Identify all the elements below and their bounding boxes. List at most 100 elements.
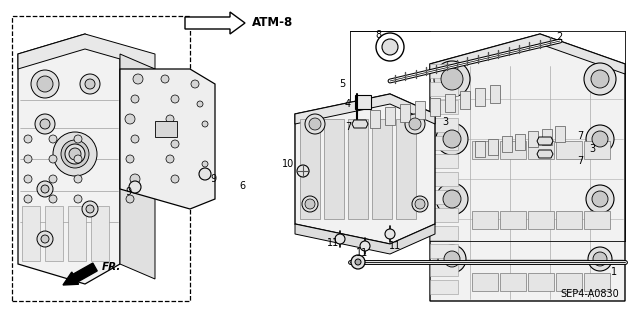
Text: 6: 6 <box>239 181 245 191</box>
Bar <box>500 141 526 159</box>
Bar <box>445 94 455 112</box>
Text: 10: 10 <box>282 159 294 169</box>
Bar <box>430 82 458 96</box>
Bar <box>91 206 109 261</box>
Text: 5: 5 <box>339 79 345 89</box>
Circle shape <box>171 175 179 183</box>
Polygon shape <box>18 34 120 284</box>
Polygon shape <box>120 54 155 279</box>
Bar <box>430 226 458 240</box>
Circle shape <box>351 255 365 269</box>
Circle shape <box>131 95 139 103</box>
Bar <box>528 273 554 291</box>
Bar <box>472 211 498 229</box>
Circle shape <box>586 125 614 153</box>
Circle shape <box>166 155 174 163</box>
Circle shape <box>171 95 179 103</box>
Circle shape <box>53 132 97 176</box>
Bar <box>430 136 458 150</box>
Circle shape <box>31 70 59 98</box>
Circle shape <box>593 252 607 266</box>
Circle shape <box>24 175 32 183</box>
Text: FR.: FR. <box>102 262 122 272</box>
Bar <box>515 133 525 150</box>
Bar <box>529 131 538 147</box>
Bar <box>528 211 554 229</box>
Circle shape <box>202 161 208 167</box>
Circle shape <box>591 70 609 88</box>
Bar <box>472 273 498 291</box>
Circle shape <box>171 140 179 148</box>
Circle shape <box>385 229 395 239</box>
Circle shape <box>436 183 468 215</box>
Polygon shape <box>352 120 368 128</box>
Bar <box>475 88 485 106</box>
Text: 8: 8 <box>375 30 381 40</box>
Bar <box>430 64 458 78</box>
Circle shape <box>65 144 85 164</box>
Bar <box>430 98 440 115</box>
Polygon shape <box>295 224 435 254</box>
Circle shape <box>592 191 608 207</box>
Text: 9: 9 <box>125 187 131 197</box>
Polygon shape <box>18 34 155 69</box>
Text: 11: 11 <box>356 248 368 258</box>
Bar <box>430 118 458 132</box>
Text: 7: 7 <box>345 122 351 132</box>
Circle shape <box>438 245 466 273</box>
Circle shape <box>409 118 421 130</box>
Circle shape <box>584 63 616 95</box>
Bar <box>430 208 458 222</box>
Bar <box>584 141 610 159</box>
Circle shape <box>412 196 428 212</box>
Bar <box>396 119 416 219</box>
Bar <box>460 91 470 109</box>
Bar <box>355 95 371 109</box>
Text: 1: 1 <box>611 267 617 277</box>
Bar <box>490 85 500 103</box>
Circle shape <box>82 201 98 217</box>
Circle shape <box>309 118 321 130</box>
Circle shape <box>125 114 135 124</box>
Bar <box>300 119 320 219</box>
Bar <box>385 107 395 125</box>
Circle shape <box>85 79 95 89</box>
Circle shape <box>166 115 174 123</box>
Polygon shape <box>430 34 625 301</box>
Circle shape <box>74 155 82 163</box>
Text: 7: 7 <box>577 131 583 141</box>
Circle shape <box>37 181 53 197</box>
Circle shape <box>592 131 608 147</box>
Bar <box>430 280 458 294</box>
Bar <box>45 206 63 261</box>
Text: ATM-8: ATM-8 <box>252 17 293 29</box>
Bar <box>541 129 552 145</box>
Bar <box>430 262 458 276</box>
Circle shape <box>37 231 53 247</box>
Circle shape <box>86 205 94 213</box>
Bar <box>555 126 565 142</box>
Circle shape <box>441 68 463 90</box>
Circle shape <box>49 195 57 203</box>
Bar <box>500 211 526 229</box>
Circle shape <box>74 135 82 143</box>
Bar <box>415 100 425 119</box>
Polygon shape <box>295 94 435 124</box>
Circle shape <box>49 155 57 163</box>
Text: 3: 3 <box>589 144 595 154</box>
Polygon shape <box>120 69 215 209</box>
Circle shape <box>444 251 460 267</box>
Circle shape <box>382 39 398 55</box>
Bar <box>500 273 526 291</box>
Polygon shape <box>537 150 553 158</box>
Circle shape <box>588 247 612 271</box>
Bar <box>370 110 380 128</box>
Bar <box>528 141 554 159</box>
Polygon shape <box>537 137 553 145</box>
Bar <box>430 190 458 204</box>
Circle shape <box>360 241 370 251</box>
Circle shape <box>405 114 425 134</box>
Text: 4: 4 <box>345 99 351 109</box>
Bar <box>472 141 498 159</box>
Bar <box>430 154 458 168</box>
